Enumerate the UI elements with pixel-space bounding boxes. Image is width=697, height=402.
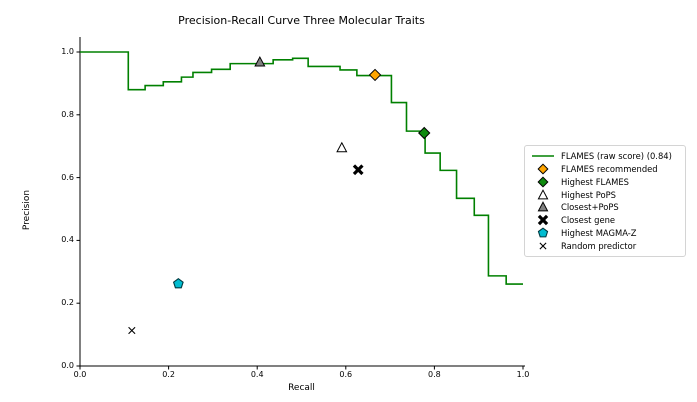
legend-entry: Highest PoPS	[530, 188, 681, 201]
x-tick-label: 0.2	[162, 370, 175, 379]
legend-entry: Highest MAGMA-Z	[530, 227, 681, 239]
legend-swatch-triangle	[537, 188, 549, 199]
legend-entry: Highest FLAMES	[530, 176, 681, 188]
legend-swatch-line	[532, 155, 554, 158]
triangle-marker	[336, 141, 348, 153]
chart-title: Precision-Recall Curve Three Molecular T…	[178, 14, 425, 27]
marker-pentagon	[172, 278, 184, 289]
y-tick-label: 1.0	[61, 47, 74, 56]
x-tick-label: 0.6	[339, 370, 353, 379]
pr-curve	[80, 51, 523, 285]
x-axis-label: Recall	[288, 383, 315, 393]
legend-entry: FLAMES (raw score) (0.84)	[530, 150, 681, 162]
marker-triangle	[254, 55, 266, 67]
y-tick-label: 0.6	[61, 172, 74, 182]
legend-entry: Closest+PoPS	[530, 201, 681, 213]
x-tick-label: 0.0	[73, 370, 87, 379]
x-tick-label: 0.8	[428, 370, 441, 379]
x-tick-label: 1.0	[516, 370, 530, 379]
legend-label: Random predictor	[561, 240, 637, 251]
legend-entry: Random predictor	[530, 240, 681, 252]
legend-label: Highest MAGMA-Z	[561, 227, 637, 238]
x-tick-label: 0.4	[250, 370, 264, 379]
y-tick-label: 0.8	[61, 109, 74, 119]
y-tick-label: 0.0	[61, 361, 74, 370]
triangle-marker	[254, 55, 266, 67]
y-tick-label: 0.2	[61, 298, 74, 308]
legend: FLAMES (raw score) (0.84) FLAMES recommen…	[524, 145, 686, 257]
y-tick-label: 0.4	[61, 235, 74, 245]
diamond-marker	[537, 176, 549, 188]
diamond-marker	[418, 126, 431, 140]
legend-swatch-triangle	[537, 201, 549, 212]
thin-x-marker	[539, 242, 547, 250]
legend-entry: Closest gene	[530, 214, 681, 226]
legend-swatch-diamond	[537, 176, 549, 188]
diamond-marker	[368, 68, 382, 82]
marker-thin-x	[128, 326, 136, 335]
legend-entry: FLAMES recommended	[530, 163, 681, 175]
triangle-marker	[537, 188, 549, 199]
triangle-marker	[537, 201, 549, 212]
legend-label: Highest PoPS	[561, 189, 616, 200]
legend-swatch-thin-x	[539, 242, 547, 250]
pentagon-marker	[537, 227, 549, 238]
legend-swatch-thick-x	[537, 214, 549, 226]
legend-label: Closest+PoPS	[561, 202, 619, 213]
y-axis-label: Precision	[22, 189, 32, 231]
legend-swatch-diamond	[537, 163, 549, 175]
thick-x-marker	[352, 164, 364, 176]
marker-triangle	[336, 141, 348, 153]
marker-diamond	[418, 126, 431, 140]
thin-x-marker	[128, 326, 136, 335]
legend-label: Closest gene	[561, 215, 616, 226]
legend-swatch-pentagon	[537, 227, 549, 238]
marker-diamond	[368, 68, 382, 82]
pentagon-marker	[172, 278, 184, 289]
diamond-marker	[537, 163, 549, 175]
marker-thick-x	[352, 164, 364, 176]
legend-label: Highest FLAMES	[561, 176, 629, 187]
legend-label: FLAMES recommended	[561, 164, 658, 175]
legend-label: FLAMES (raw score) (0.84)	[561, 151, 672, 162]
thick-x-marker	[537, 214, 549, 226]
